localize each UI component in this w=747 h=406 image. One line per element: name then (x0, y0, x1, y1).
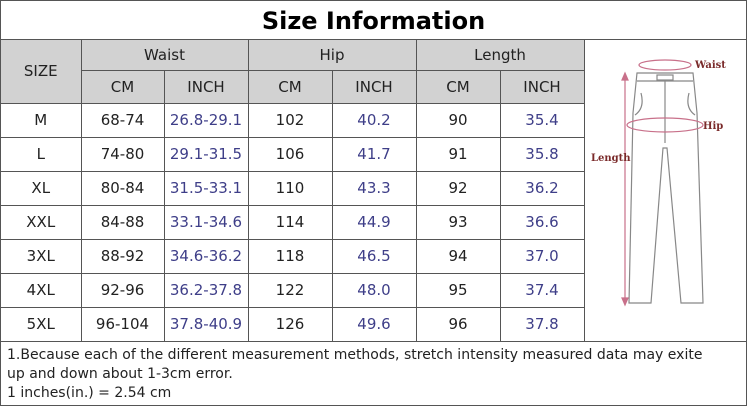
diagram-label: Hip (703, 121, 723, 132)
value-cell: 92-96 (80, 272, 165, 308)
diagram-label: Waist (694, 60, 726, 71)
size-header: SIZE (1, 40, 82, 104)
value-cell: 90 (415, 102, 501, 138)
size-cell: 3XL (1, 238, 82, 274)
value-cell: 94 (415, 238, 501, 274)
group-header: Waist (80, 40, 249, 71)
value-cell: 114 (247, 204, 333, 240)
value-cell: 29.1-31.5 (163, 136, 249, 172)
value-cell: 41.7 (331, 136, 417, 172)
value-cell: 36.6 (499, 204, 584, 240)
value-cell: 49.6 (331, 306, 417, 342)
value-cell: 96 (415, 306, 501, 342)
pants-diagram: Waist Hip Length (591, 59, 727, 307)
unit-header: INCH (163, 69, 249, 104)
value-cell: 118 (247, 238, 333, 274)
note: 1 inches(in.) = 2.54 cm (7, 384, 172, 401)
value-cell: 92 (415, 170, 501, 206)
value-cell: 95 (415, 272, 501, 308)
size-row: XL 80-84 31.5-33.1 110 43.3 92 36.2 (1, 170, 746, 206)
size-cell: L (1, 136, 82, 172)
value-cell: 33.1-34.6 (163, 204, 249, 240)
group-header: Hip (247, 40, 417, 71)
size-row: 3XL 88-92 34.6-36.2 118 46.5 94 37.0 (1, 238, 746, 274)
note: 1.Because each of the different measurem… (7, 346, 703, 382)
value-cell: 37.4 (499, 272, 584, 308)
value-cell: 40.2 (331, 102, 417, 138)
title: Size Information (1, 1, 746, 40)
unit-header: INCH (331, 69, 417, 104)
diagram-label: Length (591, 153, 631, 164)
size-cell: 5XL (1, 306, 82, 342)
value-cell: 44.9 (331, 204, 417, 240)
value-cell: 34.6-36.2 (163, 238, 249, 274)
size-table: SIZE Waist Hip Length Waist Hip Length C… (1, 40, 746, 342)
value-cell: 35.8 (499, 136, 584, 172)
value-cell: 36.2-37.8 (163, 272, 249, 308)
value-cell: 91 (415, 136, 501, 172)
size-row: L 74-80 29.1-31.5 106 41.7 91 35.8 (1, 136, 746, 172)
value-cell: 36.2 (499, 170, 584, 206)
value-cell: 68-74 (80, 102, 165, 138)
value-cell: 106 (247, 136, 333, 172)
value-cell: 96-104 (80, 306, 165, 342)
size-row: 5XL 96-104 37.8-40.9 126 49.6 96 37.8 (1, 306, 746, 342)
unit-header: CM (415, 69, 501, 104)
diagram-cell: Waist Hip Length (583, 40, 746, 342)
unit-header: CM (81, 69, 165, 104)
value-cell: 26.8-29.1 (163, 102, 249, 138)
value-cell: 80-84 (80, 170, 165, 206)
value-cell: 84-88 (80, 204, 165, 240)
value-cell: 37.0 (499, 238, 584, 274)
value-cell: 35.4 (499, 102, 584, 138)
size-cell: 4XL (1, 272, 82, 308)
value-cell: 43.3 (331, 170, 417, 206)
value-cell: 37.8-40.9 (163, 306, 249, 342)
value-cell: 46.5 (331, 238, 417, 274)
group-header: Length (415, 40, 585, 71)
size-row: XXL 84-88 33.1-34.6 114 44.9 93 36.6 (1, 204, 746, 240)
value-cell: 102 (247, 102, 333, 138)
size-cell: XL (1, 170, 82, 206)
value-cell: 122 (247, 272, 333, 308)
value-cell: 31.5-33.1 (163, 170, 249, 206)
value-cell: 93 (415, 204, 501, 240)
value-cell: 74-80 (80, 136, 165, 172)
unit-header: INCH (499, 69, 584, 104)
value-cell: 126 (247, 306, 333, 342)
size-cell: XXL (1, 204, 82, 240)
value-cell: 37.8 (499, 306, 584, 342)
value-cell: 110 (247, 170, 333, 206)
notes: 1.Because each of the different measurem… (1, 342, 746, 403)
value-cell: 88-92 (80, 238, 165, 274)
value-cell: 48.0 (331, 272, 417, 308)
size-cell: M (1, 102, 82, 138)
unit-header: CM (247, 69, 333, 104)
